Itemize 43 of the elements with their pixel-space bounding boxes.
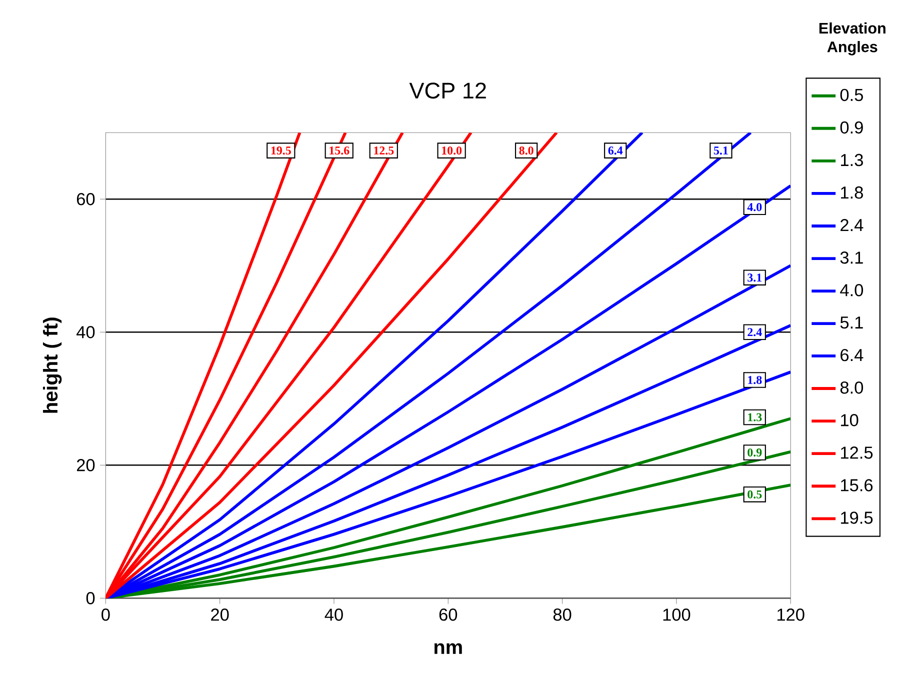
y-tick-label: 0 bbox=[86, 592, 95, 604]
y-axis-title: height ( ft) bbox=[42, 318, 62, 413]
legend-label: 5.1 bbox=[840, 316, 863, 329]
legend-label: 19.5 bbox=[841, 512, 873, 524]
y-tick-label: 20 bbox=[76, 459, 95, 472]
x-axis-title: nm bbox=[434, 643, 462, 654]
legend-title: Elevation Angles bbox=[819, 22, 886, 56]
y-tick-label: 40 bbox=[76, 326, 95, 338]
legend-label: 1.8 bbox=[841, 186, 863, 199]
annotation: 10.0 bbox=[442, 146, 462, 155]
x-tick-label: 120 bbox=[777, 608, 804, 621]
x-tick-label: 20 bbox=[211, 608, 229, 621]
annotation: 8.0 bbox=[519, 146, 534, 155]
legend-label: 2.4 bbox=[840, 219, 864, 232]
annotation: 6.4 bbox=[608, 146, 623, 155]
legend-label: 3.1 bbox=[840, 252, 863, 264]
y-tick-label: 60 bbox=[76, 193, 95, 206]
annotation: 12.5 bbox=[374, 146, 394, 155]
legend-label: 0.9 bbox=[840, 121, 863, 134]
legend-label: 0.5 bbox=[840, 88, 863, 102]
legend-label: 1.3 bbox=[841, 154, 863, 166]
x-tick-label: 40 bbox=[324, 608, 343, 621]
legend-label: 10 bbox=[841, 414, 858, 426]
annotation: 0.5 bbox=[748, 490, 762, 499]
annotation: 1.8 bbox=[748, 376, 762, 384]
x-tick-label: 80 bbox=[553, 608, 572, 621]
legend-label: 4.0 bbox=[840, 284, 864, 296]
x-tick-label: 0 bbox=[102, 608, 110, 621]
annotation: 3.1 bbox=[748, 274, 762, 282]
annotation: 2.4 bbox=[748, 328, 762, 336]
legend-label: 6.4 bbox=[840, 349, 864, 362]
x-tick-label: 100 bbox=[663, 608, 690, 621]
annotation: 15.6 bbox=[330, 146, 350, 155]
annotation: 1.3 bbox=[748, 413, 762, 422]
annotation: 5.1 bbox=[714, 146, 728, 155]
x-tick-label: 60 bbox=[439, 608, 458, 621]
legend-label: 8.0 bbox=[840, 382, 864, 394]
annotation: 0.9 bbox=[748, 448, 762, 457]
chart-title: VCP 12 bbox=[409, 82, 486, 99]
annotation: 19.5 bbox=[271, 146, 291, 155]
annotation: 4.0 bbox=[747, 203, 762, 212]
legend-label: 12.5 bbox=[841, 446, 873, 459]
legend-label: 15.6 bbox=[841, 479, 873, 492]
